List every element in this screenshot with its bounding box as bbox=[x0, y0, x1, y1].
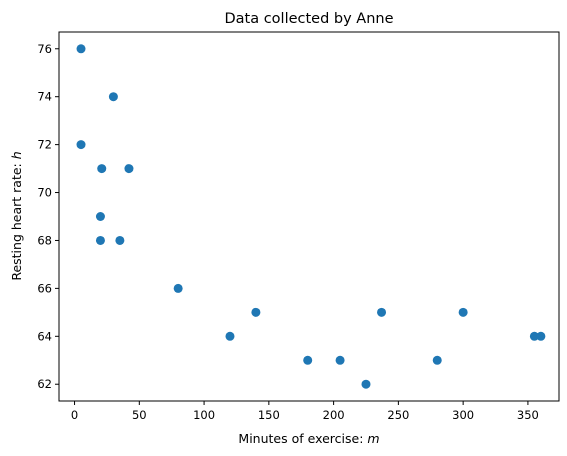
data-point bbox=[361, 379, 371, 389]
data-point bbox=[251, 307, 261, 317]
data-point bbox=[97, 164, 107, 174]
data-point bbox=[76, 44, 86, 54]
x-tick-label: 100 bbox=[193, 408, 215, 422]
x-tick-label: 50 bbox=[132, 408, 147, 422]
x-tick-label: 350 bbox=[517, 408, 539, 422]
data-point bbox=[225, 331, 235, 341]
y-axis-label-text: Resting heart rate: bbox=[9, 159, 24, 280]
x-tick-label: 250 bbox=[387, 408, 409, 422]
y-tick-label: 68 bbox=[37, 233, 52, 247]
data-point bbox=[335, 355, 345, 365]
plot-frame bbox=[58, 31, 560, 402]
data-point bbox=[303, 355, 313, 365]
y-tick-label: 76 bbox=[37, 42, 52, 56]
x-axis-label-text: Minutes of exercise: bbox=[238, 431, 367, 446]
x-axis-label: Minutes of exercise: m bbox=[238, 431, 379, 446]
x-tick-label: 300 bbox=[452, 408, 474, 422]
data-point bbox=[377, 307, 387, 317]
y-axis-label: Resting heart rate: h bbox=[9, 151, 24, 280]
y-tick-label: 66 bbox=[37, 281, 52, 295]
data-point bbox=[115, 235, 125, 245]
data-point bbox=[95, 212, 105, 221]
y-tick-label: 74 bbox=[37, 90, 52, 104]
data-point bbox=[124, 164, 134, 174]
y-tick-label: 72 bbox=[37, 138, 52, 152]
data-point bbox=[432, 355, 442, 365]
x-tick-label: 200 bbox=[323, 408, 345, 422]
data-point bbox=[76, 140, 86, 150]
y-tick-label: 62 bbox=[37, 377, 52, 391]
data-point bbox=[95, 235, 105, 245]
x-tick-label: 0 bbox=[71, 408, 78, 422]
y-tick-label: 70 bbox=[37, 186, 52, 200]
axis-ticks: 0 50 100 150 200 250 300 350 62 64 66 68 70 72 74 76 bbox=[37, 42, 539, 422]
x-axis-variable: m bbox=[367, 431, 379, 446]
y-tick-label: 64 bbox=[37, 329, 52, 343]
data-point bbox=[458, 307, 468, 317]
data-points bbox=[76, 44, 546, 389]
chart-title: Data collected by Anne bbox=[224, 11, 393, 27]
data-point bbox=[536, 331, 546, 341]
data-point bbox=[173, 283, 183, 293]
x-tick-label: 150 bbox=[258, 408, 280, 422]
data-point bbox=[529, 331, 539, 341]
y-axis-variable: h bbox=[9, 151, 24, 159]
data-point bbox=[108, 92, 118, 102]
